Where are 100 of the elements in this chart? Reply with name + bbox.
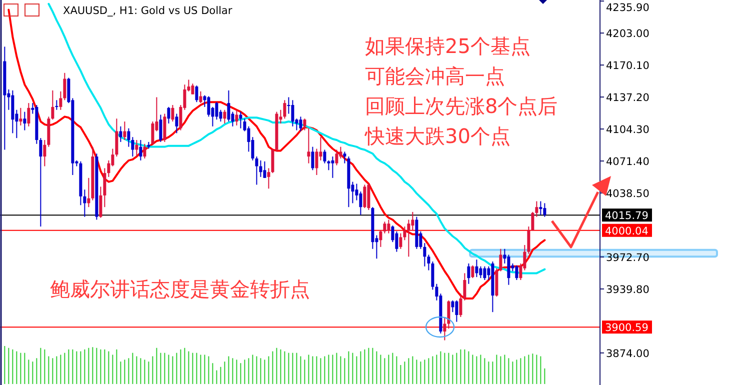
candlestick (27, 102, 30, 127)
candlestick (307, 128, 310, 164)
y-tick-label: 4235.90 (606, 2, 650, 14)
candlestick (115, 118, 118, 158)
ref-line-label: 4000.04 (605, 225, 649, 238)
annotation: 回顾上次先涨8个点后 (365, 94, 558, 118)
candlestick (311, 146, 314, 171)
candlestick (527, 226, 530, 254)
candlestick (403, 226, 406, 241)
candlestick (43, 140, 46, 167)
candlestick (423, 242, 426, 267)
candlestick (259, 160, 262, 178)
annotation: 可能会冲高一点 (365, 64, 505, 88)
candlestick (299, 116, 302, 132)
candlestick (51, 90, 54, 120)
y-tick-label: 3939.80 (606, 284, 650, 296)
candlestick (163, 113, 166, 142)
candlestick (235, 109, 238, 126)
candlestick (407, 219, 410, 258)
candlestick (431, 261, 434, 290)
candlestick (383, 221, 386, 234)
annotation: 如果保持25个基点 (365, 34, 530, 58)
candlestick (507, 254, 510, 286)
candlestick (207, 96, 210, 118)
candlestick (171, 104, 174, 122)
candlestick (323, 149, 326, 164)
candlestick (387, 219, 390, 234)
candlestick (139, 140, 142, 161)
candlestick (327, 160, 330, 171)
candlestick (215, 102, 218, 120)
candlestick (199, 90, 202, 104)
candlestick (55, 100, 58, 110)
candlestick (87, 177, 90, 208)
candlestick (119, 126, 122, 142)
candlestick (227, 90, 230, 122)
candlestick (471, 264, 474, 279)
candlestick (543, 202, 546, 218)
candlestick (63, 72, 66, 101)
y-tick-label: 4170.10 (606, 60, 650, 72)
y-tick-label: 4071.40 (606, 156, 650, 168)
candlestick (191, 83, 194, 95)
candlestick (255, 156, 258, 186)
y-tick-label: 3874.00 (606, 348, 650, 360)
candlestick (267, 168, 270, 190)
candlestick (103, 168, 106, 208)
candlestick (127, 128, 130, 148)
ref-line-label: 3900.59 (605, 322, 648, 334)
text: XAUUSD_, H1: Gold vs US Dollar (63, 5, 233, 17)
ref-line-label: 4015.79 (605, 210, 648, 222)
candlestick (335, 149, 338, 166)
y-tick-label: 4203.00 (606, 28, 650, 40)
candlestick (331, 156, 334, 178)
candlestick (447, 300, 450, 330)
candlestick (411, 211, 414, 231)
candlestick (303, 118, 306, 131)
candlestick (99, 186, 102, 218)
candlestick (159, 114, 162, 142)
candlestick (463, 272, 466, 301)
annotation: 快速大跌30个点 (364, 124, 510, 148)
annotation: 鲍威尔讲话态度是黄金转折点 (50, 277, 310, 301)
candlestick (359, 191, 362, 216)
candlestick (535, 200, 538, 218)
candlestick (143, 143, 146, 159)
candlestick (399, 232, 402, 250)
candlestick (175, 113, 178, 134)
candlestick (167, 106, 170, 124)
candlestick (467, 262, 470, 284)
candlestick (291, 100, 294, 127)
candlestick (515, 264, 518, 280)
candlestick (539, 200, 542, 216)
candlestick (395, 230, 398, 252)
candlestick (223, 109, 226, 124)
candlestick (123, 121, 126, 140)
y-tick-label: 3972.70 (606, 252, 650, 264)
candlestick (39, 138, 42, 228)
candlestick (443, 316, 446, 341)
candlestick (459, 293, 462, 318)
candlestick (271, 148, 274, 174)
candlestick (315, 148, 318, 176)
candlestick (479, 266, 482, 279)
candlestick (455, 300, 458, 322)
candlestick (239, 111, 242, 129)
candlestick (451, 300, 454, 313)
candlestick (483, 266, 486, 280)
y-tick-label: 4104.30 (606, 124, 650, 136)
candlestick (195, 85, 198, 103)
candlestick (343, 151, 346, 164)
candlestick (427, 254, 430, 271)
candlestick (283, 100, 286, 120)
candlestick (131, 136, 134, 158)
candlestick (499, 248, 502, 272)
candlestick (151, 121, 154, 144)
candlestick (363, 184, 366, 209)
candlestick (263, 160, 266, 178)
candlestick (83, 189, 86, 218)
candlestick (531, 211, 534, 231)
candlestick (23, 111, 26, 131)
candlestick (379, 230, 382, 248)
candlestick (135, 140, 138, 158)
candlestick (367, 183, 370, 210)
